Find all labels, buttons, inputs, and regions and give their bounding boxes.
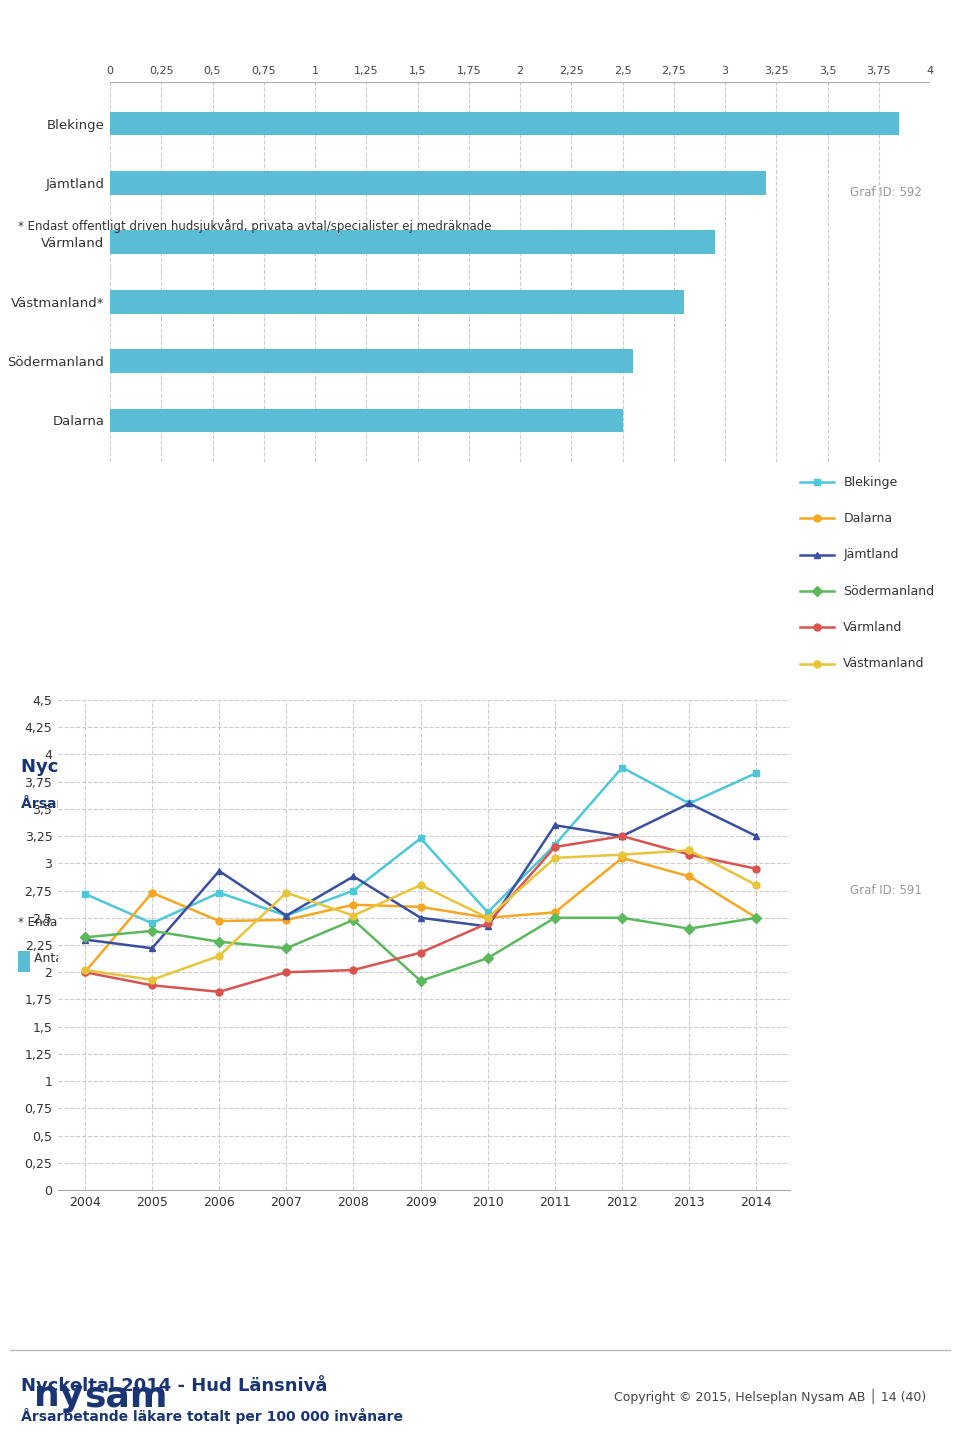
Text: Jämtland: Jämtland (844, 548, 899, 561)
Text: ny: ny (34, 1379, 83, 1413)
Text: Graf ID: 592: Graf ID: 592 (850, 186, 922, 199)
Text: Södermanland: Södermanland (844, 584, 934, 597)
Bar (110, 172, 766, 195)
Text: Årsarbetande läkare totalt per 100 000 invånare: Årsarbetande läkare totalt per 100 000 i… (21, 1407, 403, 1425)
Text: sam: sam (84, 1379, 168, 1413)
Text: Västmanland: Västmanland (844, 658, 924, 671)
Text: Graf ID: 591: Graf ID: 591 (850, 884, 922, 897)
Text: Nyckeltal 2014 - Hud Länsnivå: Nyckeltal 2014 - Hud Länsnivå (21, 756, 327, 776)
Bar (110, 349, 633, 373)
Text: Nyckeltal 2014 - Hud Länsnivå: Nyckeltal 2014 - Hud Länsnivå (21, 1374, 327, 1394)
Text: Blekinge: Blekinge (844, 476, 898, 489)
Bar (110, 231, 715, 254)
Text: Dalarna: Dalarna (844, 512, 893, 525)
Text: Copyright © 2015, Helseplan Nysam AB │ 14 (40): Copyright © 2015, Helseplan Nysam AB │ 1… (614, 1389, 926, 1405)
Text: Årsarbetande läkare (offentligt anställda) i landstinget per 100 000 invånare: Årsarbetande läkare (offentligt anställd… (21, 795, 627, 810)
Bar (110, 111, 900, 136)
Text: Värmland: Värmland (844, 622, 902, 634)
Bar (110, 408, 622, 433)
Text: Antal årsarb. läkare totalt /100 000 inv: Antal årsarb. läkare totalt /100 000 inv (34, 953, 277, 966)
Text: * Endast offentligt driven hudsjukvård, privata avtal/specialister ej medräknade: * Endast offentligt driven hudsjukvård, … (17, 219, 491, 234)
Bar (110, 290, 684, 313)
Bar (17, 950, 30, 972)
Text: * Endast offentligt driven hudsjukvård, privata avtal/specialister ej medräknade: * Endast offentligt driven hudsjukvård, … (17, 916, 491, 929)
